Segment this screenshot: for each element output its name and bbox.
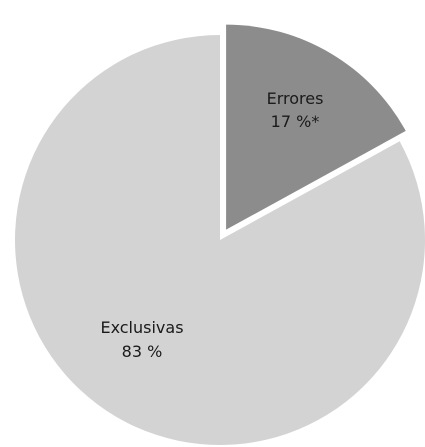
slice-value-errores: 17 %* [271, 112, 320, 131]
slice-label-exclusivas: Exclusivas [100, 318, 183, 337]
pie-labels: Errores 17 %* Exclusivas 83 % [100, 89, 323, 361]
slice-value-exclusivas: 83 % [122, 342, 163, 361]
pie-slice-exclusivas [15, 35, 425, 445]
pie-slices [15, 24, 425, 445]
pie-slice-errores [226, 24, 406, 230]
slice-label-errores: Errores [267, 89, 324, 108]
